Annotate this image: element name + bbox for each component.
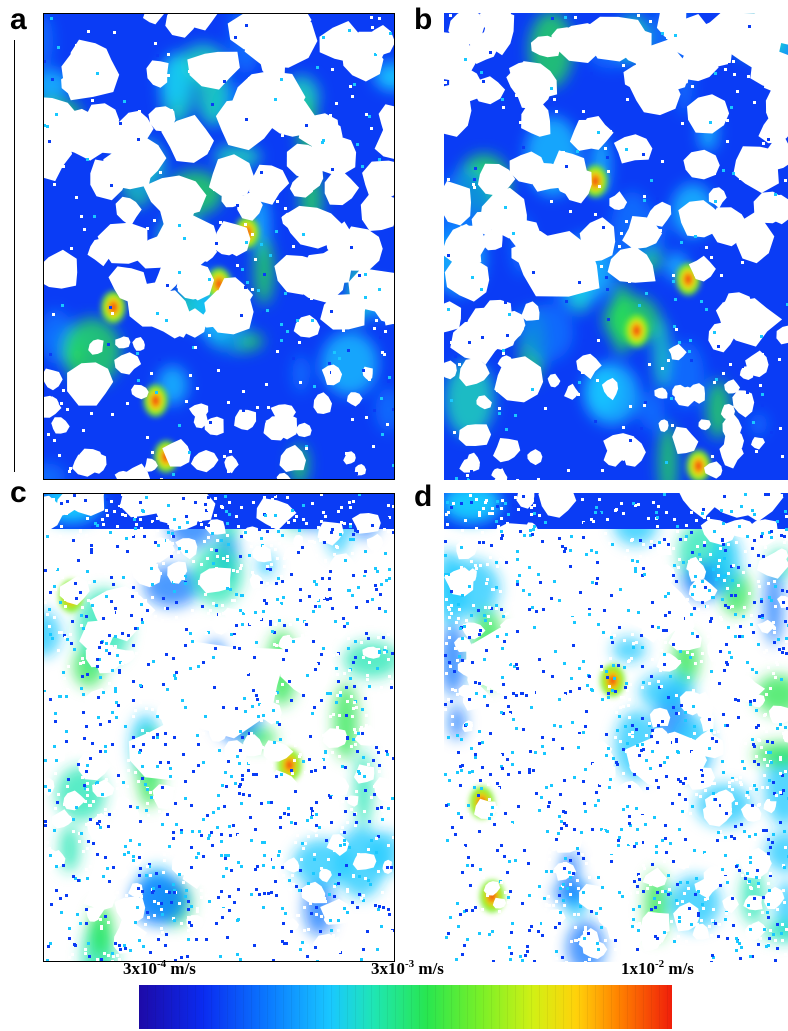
pixel-speckle — [43, 493, 395, 962]
flow-field-svg — [444, 13, 788, 480]
velocity-field-panel-c — [43, 493, 395, 962]
velocity-field-panel-d — [444, 493, 788, 962]
flow-field-svg — [43, 13, 395, 480]
colorbar-ticks — [139, 985, 672, 1029]
pixel-speckle — [444, 493, 788, 962]
flow-field-svg — [43, 493, 395, 962]
colorbar-mid-label: 3x10-3 m/s — [371, 958, 444, 978]
colorbar-min-label: 3x10-4 m/s — [123, 958, 196, 978]
panel-label-b: b — [414, 3, 433, 36]
side-rule — [14, 40, 15, 472]
panel-label-a: a — [10, 3, 27, 36]
solid-grains — [444, 13, 788, 480]
velocity-colorbar — [139, 985, 672, 1029]
flow-field-svg — [444, 493, 788, 962]
velocity-field-panel-b — [444, 13, 788, 480]
colorbar-max-label: 1x10-2 m/s — [621, 958, 694, 978]
velocity-field-panel-a — [43, 13, 395, 480]
panel-label-d: d — [414, 480, 433, 513]
panel-label-c: c — [10, 476, 27, 509]
pixel-speckle — [444, 14, 788, 480]
solid-grains — [43, 13, 395, 480]
pixel-speckle — [43, 16, 395, 480]
